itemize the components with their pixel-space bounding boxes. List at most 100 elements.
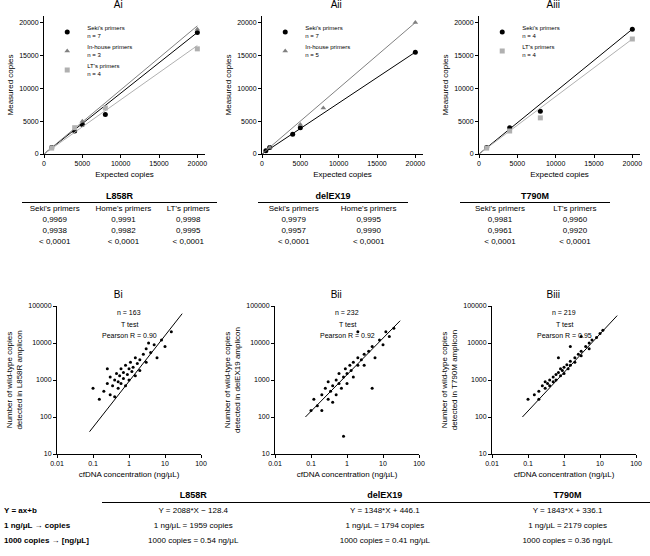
svg-text:100: 100 — [258, 413, 270, 420]
svg-text:0.01: 0.01 — [50, 460, 64, 467]
svg-text:20000: 20000 — [19, 19, 39, 26]
svg-text:Number of wild-type copiesdete: Number of wild-type copiesdetected in de… — [223, 327, 242, 433]
svg-text:Expected copies: Expected copies — [95, 170, 154, 179]
svg-text:Number of wild-type copiesdete: Number of wild-type copiesdetected in L8… — [5, 330, 24, 429]
svg-text:10: 10 — [596, 460, 604, 467]
svg-text:10: 10 — [44, 450, 52, 457]
svg-text:15000: 15000 — [19, 52, 39, 59]
html-text:T790M: T790M — [553, 489, 582, 500]
svg-text:100000: 100000 — [246, 302, 269, 309]
svg-text:5000: 5000 — [458, 118, 474, 125]
svg-text:1000: 1000 — [254, 376, 270, 383]
svg-text:T test: T test — [121, 321, 138, 328]
svg-text:10000: 10000 — [454, 85, 474, 92]
svg-text:In-house primersn = 3: In-house primersn = 3 — [87, 44, 132, 58]
svg-text:5000: 5000 — [241, 118, 257, 125]
svg-text:10000: 10000 — [467, 339, 487, 346]
svg-text:Bi: Bi — [114, 290, 123, 300]
svg-text:15000: 15000 — [237, 52, 257, 59]
svg-text:100: 100 — [195, 460, 207, 467]
svg-text:5000: 5000 — [293, 160, 309, 167]
svg-text:Measured copies: Measured copies — [224, 55, 233, 116]
svg-text:10: 10 — [379, 460, 387, 467]
html-text:L858R: L858R — [106, 191, 133, 201]
svg-text:0: 0 — [42, 160, 46, 167]
svg-text:20000: 20000 — [406, 160, 426, 167]
svg-text:100: 100 — [630, 460, 642, 467]
svg-text:T test: T test — [339, 321, 356, 328]
svg-text:0.1: 0.1 — [88, 460, 98, 467]
svg-text:10000: 10000 — [237, 85, 257, 92]
svg-text:Pearson R = 0.90: Pearson R = 0.90 — [102, 332, 157, 339]
svg-text:10: 10 — [161, 460, 169, 467]
svg-text:Expected copies: Expected copies — [530, 170, 589, 179]
svg-text:0.1: 0.1 — [306, 460, 316, 467]
svg-text:Number of wild-type copiesdete: Number of wild-type copiesdetected in T7… — [440, 330, 459, 430]
svg-text:Biii: Biii — [547, 290, 560, 300]
svg-text:100: 100 — [40, 413, 52, 420]
svg-text:15000: 15000 — [454, 52, 474, 59]
svg-text:Measured copies: Measured copies — [441, 55, 450, 116]
svg-text:Bii: Bii — [331, 290, 342, 300]
svg-text:10000: 10000 — [111, 160, 131, 167]
svg-text:15000: 15000 — [367, 160, 387, 167]
svg-text:0.01: 0.01 — [268, 460, 282, 467]
svg-text:5000: 5000 — [75, 160, 91, 167]
svg-text:100: 100 — [475, 413, 487, 420]
svg-text:n = 232: n = 232 — [335, 309, 359, 316]
svg-text:cfDNA concentration (ng/µL): cfDNA concentration (ng/µL) — [297, 470, 398, 479]
svg-text:5000: 5000 — [23, 118, 39, 125]
svg-text:LT's primersn = 4: LT's primersn = 4 — [522, 44, 554, 58]
svg-text:15000: 15000 — [149, 160, 169, 167]
svg-text:0.1: 0.1 — [523, 460, 533, 467]
svg-text:0: 0 — [470, 150, 474, 157]
html-text:delEX19: delEX19 — [367, 489, 403, 500]
svg-text:LT's primersn = 4: LT's primersn = 4 — [87, 63, 119, 77]
svg-text:T test: T test — [556, 321, 573, 328]
svg-text:cfDNA concentration (ng/µL): cfDNA concentration (ng/µL) — [79, 470, 180, 479]
svg-text:100000: 100000 — [28, 302, 51, 309]
svg-text:cfDNA concentration (ng/µL): cfDNA concentration (ng/µL) — [514, 470, 615, 479]
html-text:T790M: T790M — [521, 191, 549, 201]
svg-text:15000: 15000 — [584, 160, 604, 167]
svg-text:Measured copies: Measured copies — [6, 55, 15, 116]
svg-text:20000: 20000 — [188, 160, 208, 167]
svg-text:1000: 1000 — [36, 376, 52, 383]
svg-text:20000: 20000 — [623, 160, 643, 167]
svg-text:10000: 10000 — [546, 160, 566, 167]
svg-text:20000: 20000 — [237, 19, 257, 26]
svg-text:10000: 10000 — [32, 339, 52, 346]
svg-text:0: 0 — [477, 160, 481, 167]
svg-text:0: 0 — [260, 160, 264, 167]
svg-text:100: 100 — [413, 460, 425, 467]
svg-text:100000: 100000 — [463, 302, 486, 309]
html-text:L858R: L858R — [179, 489, 207, 500]
svg-text:10: 10 — [479, 450, 487, 457]
svg-text:1: 1 — [345, 460, 349, 467]
html-text:delEX19: delEX19 — [315, 191, 351, 201]
svg-text:10000: 10000 — [250, 339, 270, 346]
svg-text:1: 1 — [127, 460, 131, 467]
svg-text:Pearson R = 0.95: Pearson R = 0.95 — [537, 332, 592, 339]
svg-text:10: 10 — [262, 450, 270, 457]
svg-text:Pearson R = 0.92: Pearson R = 0.92 — [320, 332, 375, 339]
svg-text:Aii: Aii — [331, 0, 342, 10]
svg-text:Seki's primersn = 7: Seki's primersn = 7 — [87, 25, 125, 39]
svg-text:20000: 20000 — [454, 19, 474, 26]
svg-text:Seki's primersn = 4: Seki's primersn = 4 — [522, 25, 560, 39]
svg-text:10000: 10000 — [19, 85, 39, 92]
svg-text:10000: 10000 — [329, 160, 349, 167]
svg-text:Expected copies: Expected copies — [313, 170, 372, 179]
svg-text:1000: 1000 — [471, 376, 487, 383]
svg-text:0: 0 — [35, 150, 39, 157]
svg-text:0.01: 0.01 — [485, 460, 499, 467]
svg-text:Ai: Ai — [114, 0, 123, 10]
svg-text:0: 0 — [253, 150, 257, 157]
svg-text:n = 163: n = 163 — [117, 309, 141, 316]
svg-text:n = 219: n = 219 — [552, 309, 576, 316]
svg-text:Aiii: Aiii — [547, 0, 560, 10]
svg-text:In-house primersn = 5: In-house primersn = 5 — [305, 44, 350, 58]
svg-text:Seki's primersn = 7: Seki's primersn = 7 — [305, 25, 343, 39]
svg-text:1: 1 — [562, 460, 566, 467]
svg-text:5000: 5000 — [510, 160, 526, 167]
